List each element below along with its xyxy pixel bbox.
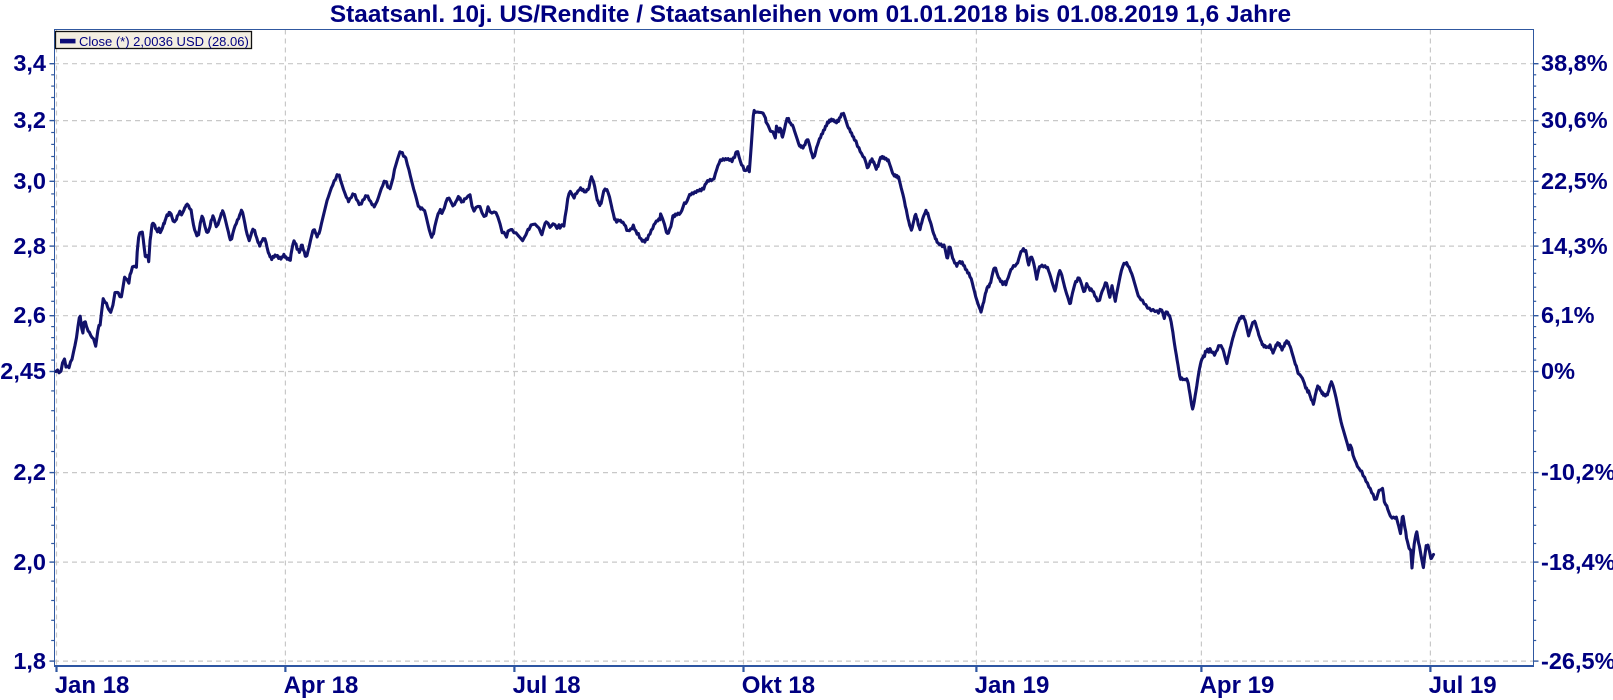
svg-text:Close (*) 2,0036 USD (28.06): Close (*) 2,0036 USD (28.06) xyxy=(79,34,249,49)
